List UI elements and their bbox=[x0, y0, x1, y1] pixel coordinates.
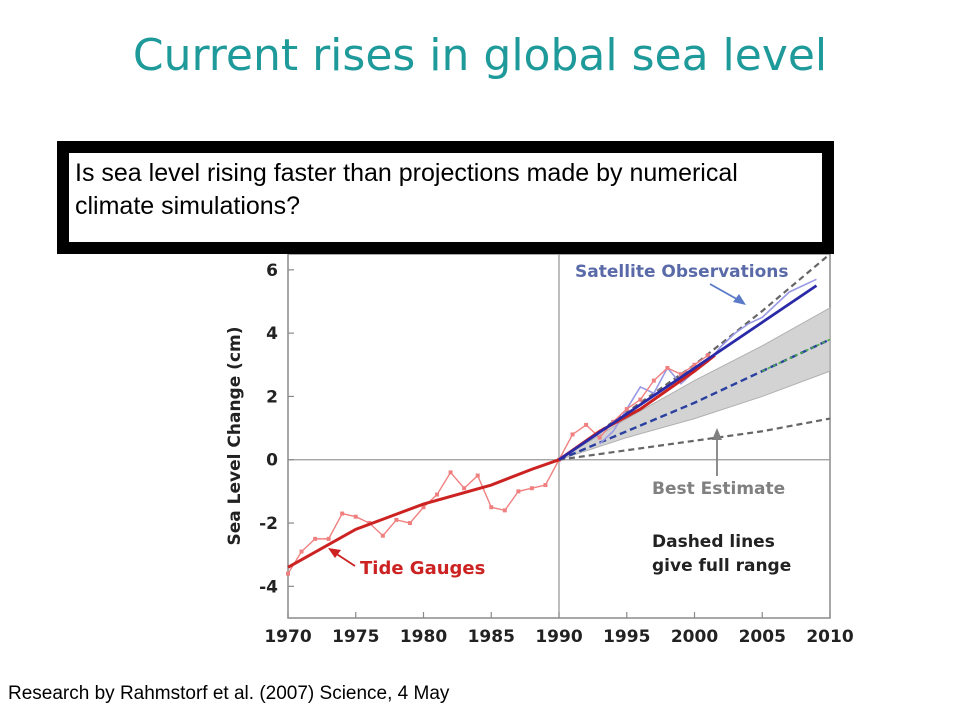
x-tick-label: 1980 bbox=[400, 627, 447, 644]
tide-gauge-point bbox=[286, 571, 290, 576]
tide-gauge-point bbox=[475, 473, 480, 478]
x-tick-label: 2000 bbox=[671, 627, 718, 644]
tide-gauge-point bbox=[624, 407, 629, 412]
tide-gauge-point bbox=[665, 365, 670, 370]
tide-gauge-point bbox=[326, 536, 331, 541]
y-tick-label: 2 bbox=[266, 387, 278, 407]
tide-gauge-point bbox=[502, 508, 507, 513]
tide-gauge-point bbox=[448, 470, 453, 475]
tide-gauge-point bbox=[678, 372, 683, 377]
x-tick-label: 1995 bbox=[603, 627, 650, 644]
tide-gauge-point bbox=[299, 549, 304, 554]
y-tick-label: 6 bbox=[266, 261, 278, 281]
satellite-annotation: Satellite Observations bbox=[575, 262, 789, 282]
dashed-lines-annotation-line2: give full range bbox=[652, 556, 791, 576]
tide-gauge-observations-line bbox=[287, 354, 709, 575]
y-axis-label: Sea Level Change (cm) bbox=[225, 327, 245, 546]
question-text: Is sea level rising faster than projecti… bbox=[69, 153, 822, 242]
satellite-trend-line bbox=[558, 284, 818, 461]
tide-gauge-point bbox=[638, 397, 643, 402]
tide-gauge-point bbox=[435, 492, 440, 497]
tide-gauge-point bbox=[394, 517, 399, 522]
tide-gauge-point bbox=[489, 505, 494, 510]
x-tick-label: 2005 bbox=[739, 627, 786, 644]
tide-gauge-point bbox=[462, 486, 467, 491]
best-estimate-green-line bbox=[761, 338, 831, 372]
chart-svg: 1970 1975 1980 1985 1990 1995 2000 2005 2010 -4 -2… bbox=[225, 254, 854, 644]
satellite-arrowhead bbox=[733, 294, 746, 305]
tide-gauge-point bbox=[516, 489, 521, 494]
tide-gauge-point bbox=[313, 536, 318, 541]
question-box: Is sea level rising faster than projecti… bbox=[57, 141, 834, 254]
tide-gauge-trend-line bbox=[287, 354, 716, 569]
y-tick-label: 0 bbox=[266, 451, 278, 471]
x-tick-label: 1985 bbox=[468, 627, 515, 644]
tide-arrowhead bbox=[328, 548, 341, 558]
lower-range-dashed-line bbox=[558, 417, 831, 461]
tide-gauge-point bbox=[543, 483, 548, 488]
tide-gauge-point bbox=[353, 514, 358, 519]
y-tick-label: -4 bbox=[259, 577, 278, 597]
citation: Research by Rahmstorf et al. (2007) Scie… bbox=[8, 683, 450, 704]
dashed-lines-annotation-line1: Dashed lines bbox=[652, 532, 775, 552]
tide-gauge-point bbox=[340, 511, 345, 516]
x-tick-label: 1970 bbox=[264, 627, 311, 644]
tide-gauge-point bbox=[651, 378, 656, 383]
tide-gauge-point bbox=[407, 521, 412, 526]
x-tick-label: 1990 bbox=[535, 627, 582, 644]
tide-gauge-point bbox=[584, 422, 589, 427]
best-estimate-arrowhead bbox=[712, 428, 722, 440]
tide-gauge-point bbox=[421, 505, 426, 510]
y-tick-label: -2 bbox=[259, 514, 278, 534]
tide-gauge-point bbox=[692, 362, 697, 367]
tide-gauge-point bbox=[706, 353, 711, 358]
tide-gauge-point bbox=[380, 533, 385, 538]
x-tick-label: 2010 bbox=[806, 627, 853, 644]
x-tick-label: 1975 bbox=[332, 627, 379, 644]
y-tick-label: 4 bbox=[266, 324, 278, 344]
tide-gauge-point bbox=[570, 432, 575, 437]
slide-title: Current rises in global sea level bbox=[132, 30, 828, 81]
sea-level-chart: 1970 1975 1980 1985 1990 1995 2000 2005 2010 -4 -2… bbox=[220, 254, 865, 644]
tide-gauge-annotation: Tide Gauges bbox=[360, 558, 485, 579]
best-estimate-annotation: Best Estimate bbox=[652, 479, 785, 499]
tide-gauge-point bbox=[529, 486, 534, 491]
tide-gauge-point bbox=[597, 435, 602, 440]
